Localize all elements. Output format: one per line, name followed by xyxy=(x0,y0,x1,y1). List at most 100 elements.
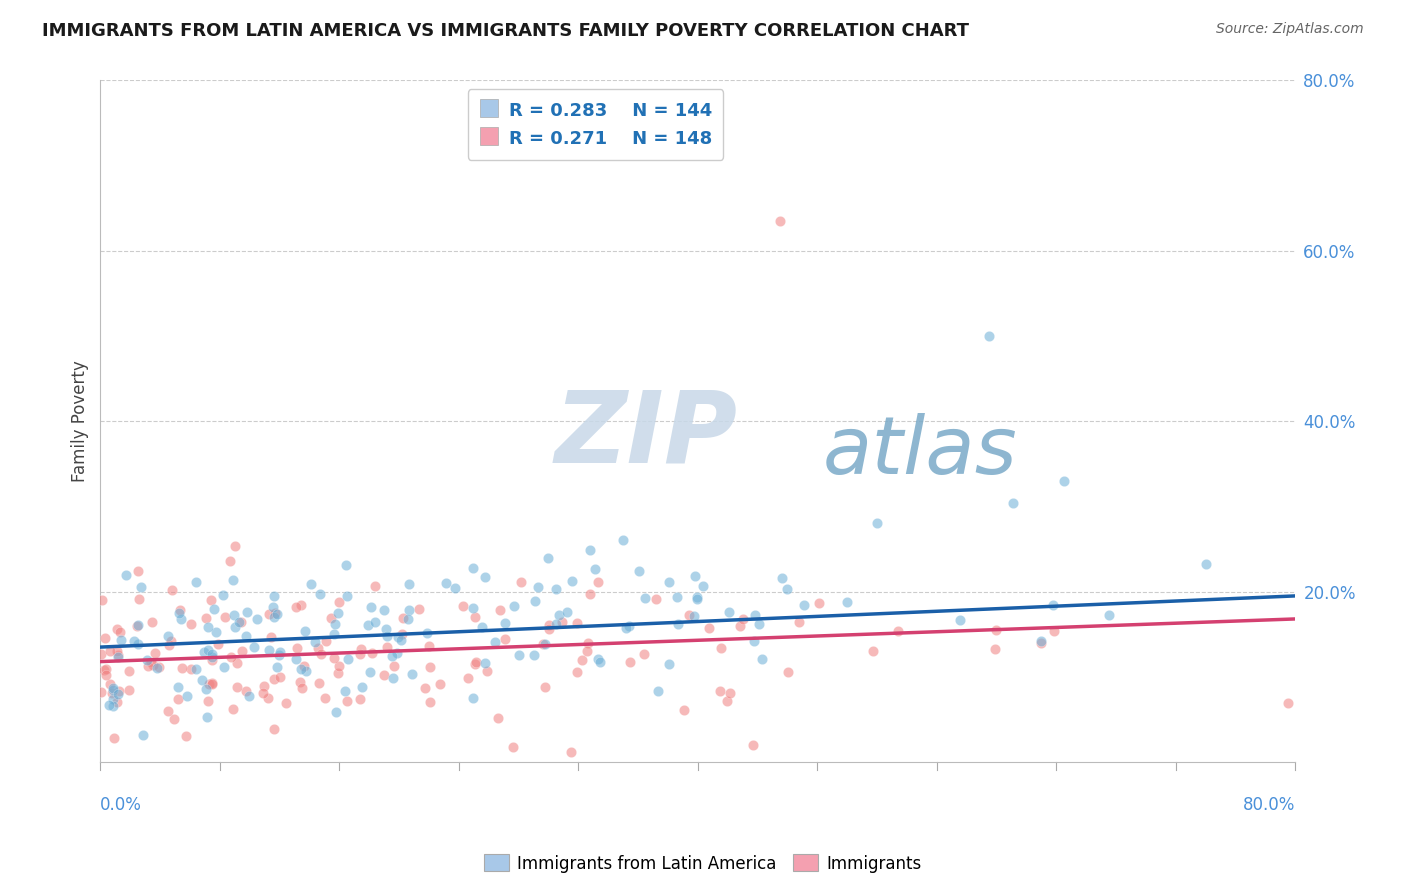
Point xyxy=(561,574,583,589)
Point xyxy=(115,567,138,582)
Point xyxy=(808,596,831,610)
Point xyxy=(471,620,494,634)
Point xyxy=(776,582,799,596)
Legend: Immigrants from Latin America, Immigrants: Immigrants from Latin America, Immigrant… xyxy=(478,847,928,880)
Point xyxy=(222,574,245,588)
Text: Source: ZipAtlas.com: Source: ZipAtlas.com xyxy=(1216,22,1364,37)
Point xyxy=(789,615,811,629)
Point xyxy=(748,616,770,631)
Point xyxy=(103,681,125,695)
Point xyxy=(127,637,149,651)
Point xyxy=(263,610,285,624)
Point xyxy=(538,622,561,636)
Point xyxy=(184,575,207,590)
Point xyxy=(429,676,451,690)
Point xyxy=(361,646,384,660)
Point xyxy=(381,671,404,685)
Point xyxy=(464,610,486,624)
Point xyxy=(489,603,512,617)
Point xyxy=(314,690,336,705)
Point xyxy=(176,689,198,703)
Point xyxy=(219,650,242,665)
Point xyxy=(349,648,371,662)
Point xyxy=(184,662,207,676)
Point xyxy=(108,624,131,639)
Point xyxy=(474,570,496,584)
Point xyxy=(262,600,284,615)
Point xyxy=(200,675,222,690)
Point xyxy=(295,665,318,679)
Point xyxy=(586,575,609,590)
Point xyxy=(202,602,225,616)
Point xyxy=(949,613,972,627)
Point xyxy=(132,728,155,742)
Point xyxy=(579,587,602,601)
Point xyxy=(128,591,150,606)
Point xyxy=(986,623,1008,637)
Point xyxy=(101,699,124,714)
Point xyxy=(148,660,170,674)
Point xyxy=(159,634,181,648)
Point xyxy=(709,684,731,698)
Point xyxy=(269,670,291,684)
Point xyxy=(195,710,218,724)
Point xyxy=(167,606,190,620)
Point xyxy=(534,680,557,694)
Point xyxy=(1043,624,1066,639)
Point xyxy=(304,635,326,649)
Point xyxy=(323,627,346,641)
Point xyxy=(156,704,179,718)
Point xyxy=(160,582,183,597)
Point xyxy=(375,622,398,636)
Point xyxy=(419,660,441,674)
Point xyxy=(538,618,561,632)
Point xyxy=(560,746,582,760)
Point xyxy=(375,640,398,655)
Point xyxy=(984,642,1007,657)
Point xyxy=(103,683,125,698)
Point xyxy=(474,657,496,671)
Point xyxy=(583,561,606,575)
Point xyxy=(1031,636,1053,650)
Point xyxy=(866,516,889,531)
Point xyxy=(117,682,139,697)
Point xyxy=(143,646,166,660)
Point xyxy=(90,647,112,661)
Point xyxy=(156,629,179,643)
Point xyxy=(201,650,224,665)
Point xyxy=(360,599,382,614)
Point xyxy=(1052,474,1074,488)
Point xyxy=(614,621,637,635)
Point xyxy=(124,633,146,648)
Point xyxy=(193,645,215,659)
Point xyxy=(544,617,567,632)
Point xyxy=(207,637,229,651)
Point xyxy=(94,631,117,645)
Point xyxy=(107,648,129,662)
Point xyxy=(284,599,307,614)
Point xyxy=(136,659,159,673)
Point xyxy=(350,680,373,694)
Point xyxy=(461,561,484,575)
Point xyxy=(686,592,709,607)
Point xyxy=(96,668,118,682)
Point xyxy=(197,620,219,634)
Point xyxy=(174,729,197,743)
Point xyxy=(201,653,224,667)
Point xyxy=(256,691,278,706)
Point xyxy=(364,579,387,593)
Point xyxy=(589,655,612,669)
Point xyxy=(269,645,291,659)
Point xyxy=(235,684,257,698)
Point xyxy=(494,615,516,630)
Point xyxy=(91,593,114,607)
Point xyxy=(385,646,408,660)
Point xyxy=(323,617,346,632)
Point xyxy=(94,662,117,676)
Point xyxy=(98,676,121,690)
Point xyxy=(524,594,547,608)
Point xyxy=(238,689,260,703)
Point xyxy=(292,659,315,673)
Point xyxy=(419,695,441,709)
Point xyxy=(357,617,380,632)
